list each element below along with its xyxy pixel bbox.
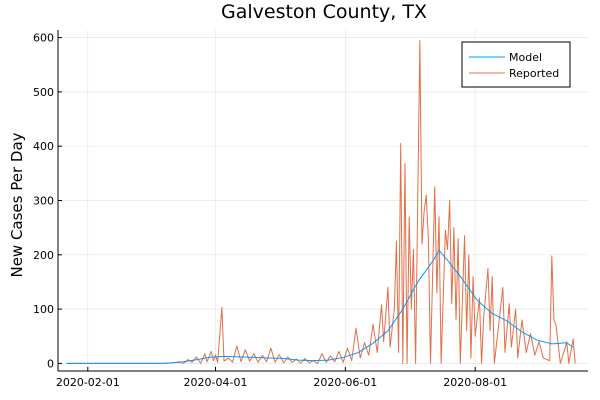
- y-tick-label: 400: [33, 140, 54, 153]
- legend-box: [461, 41, 571, 88]
- y-axis-label: New Cases Per Day: [8, 132, 26, 277]
- y-tick-label: 200: [33, 249, 54, 262]
- chart-title: Galveston County, TX: [221, 1, 427, 23]
- x-tick-label: 2020-06-01: [313, 376, 377, 389]
- ticks: 2020-02-01 2020-04-01 2020-06-01 2020-08-01…: [33, 32, 507, 389]
- y-tick-label: 300: [33, 195, 54, 208]
- series-layer: [66, 39, 576, 364]
- x-tick-label: 2020-04-01: [184, 376, 248, 389]
- y-tick-label: 500: [33, 86, 54, 99]
- legend-label-reported: Reported: [509, 67, 559, 80]
- x-tick-label: 2020-02-01: [56, 376, 120, 389]
- y-tick-label: 100: [33, 303, 54, 316]
- legend-label-model: Model: [509, 51, 542, 64]
- y-tick-label: 0: [47, 357, 54, 370]
- y-tick-label: 600: [33, 32, 54, 45]
- legend: Model Reported: [461, 41, 571, 88]
- x-tick-label: 2020-08-01: [443, 376, 507, 389]
- series-line-model: [66, 249, 574, 364]
- series-line-reported: [66, 39, 576, 364]
